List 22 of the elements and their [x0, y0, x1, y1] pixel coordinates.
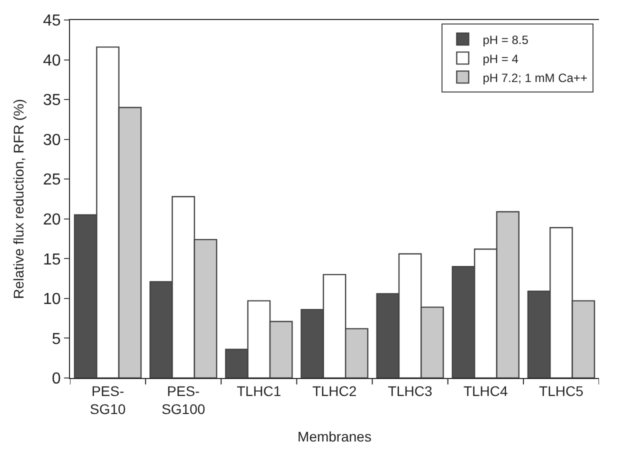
y-tick-label: 35 [43, 92, 61, 110]
legend-label: pH = 4 [482, 52, 519, 66]
x-tick-label: PES-SG10 [90, 382, 126, 417]
x-tick-label: TLHC1 [236, 382, 282, 399]
y-tick-label: 20 [43, 211, 61, 228]
x-tick-label: TLHC5 [539, 382, 584, 399]
y-tick-label: 10 [43, 291, 61, 308]
y-tick-label: 15 [43, 251, 61, 268]
y-tick-label: 30 [43, 132, 61, 149]
y-tick-label: 45 [43, 12, 61, 30]
x-tick-label: TLHC3 [388, 382, 432, 399]
y-axis-title: Relative flux reduction, RFR (%) [10, 99, 27, 299]
legend-label: pH = 8.5 [482, 32, 529, 47]
x-tick-label: TLHC2 [312, 382, 357, 399]
y-tick-label: 40 [43, 52, 61, 70]
legend-label: pH 7.2; 1 mM Ca++ [482, 70, 588, 85]
x-tick-label: PES-SG100 [162, 382, 206, 417]
y-tick-label: 25 [43, 172, 61, 189]
y-tick-label: 5 [52, 330, 61, 348]
x-axis-title: Membranes [298, 428, 372, 444]
x-tick-label: TLHC4 [463, 382, 508, 399]
y-tick-label: 0 [52, 370, 61, 388]
